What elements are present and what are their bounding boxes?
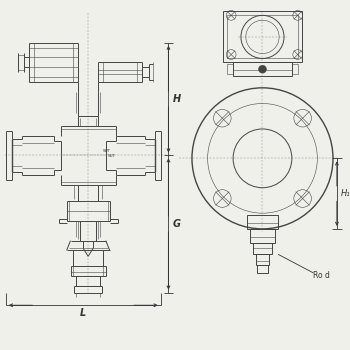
Text: SUT: SUT [108, 154, 116, 159]
Bar [227, 15, 298, 58]
Text: H₁: H₁ [341, 189, 350, 198]
Bar [257, 265, 268, 273]
Text: H: H [172, 94, 181, 104]
Bar [250, 229, 275, 243]
Bar [223, 12, 302, 62]
Text: Ro d: Ro d [313, 271, 330, 280]
Text: G: G [172, 219, 180, 229]
Text: SUT: SUT [103, 148, 111, 153]
Bar [233, 62, 292, 76]
Bar [247, 215, 278, 229]
Bar [292, 64, 298, 74]
Bar [227, 64, 233, 74]
Text: L: L [80, 308, 86, 318]
Bar [253, 243, 272, 254]
Circle shape [259, 65, 266, 73]
Bar [256, 254, 270, 265]
